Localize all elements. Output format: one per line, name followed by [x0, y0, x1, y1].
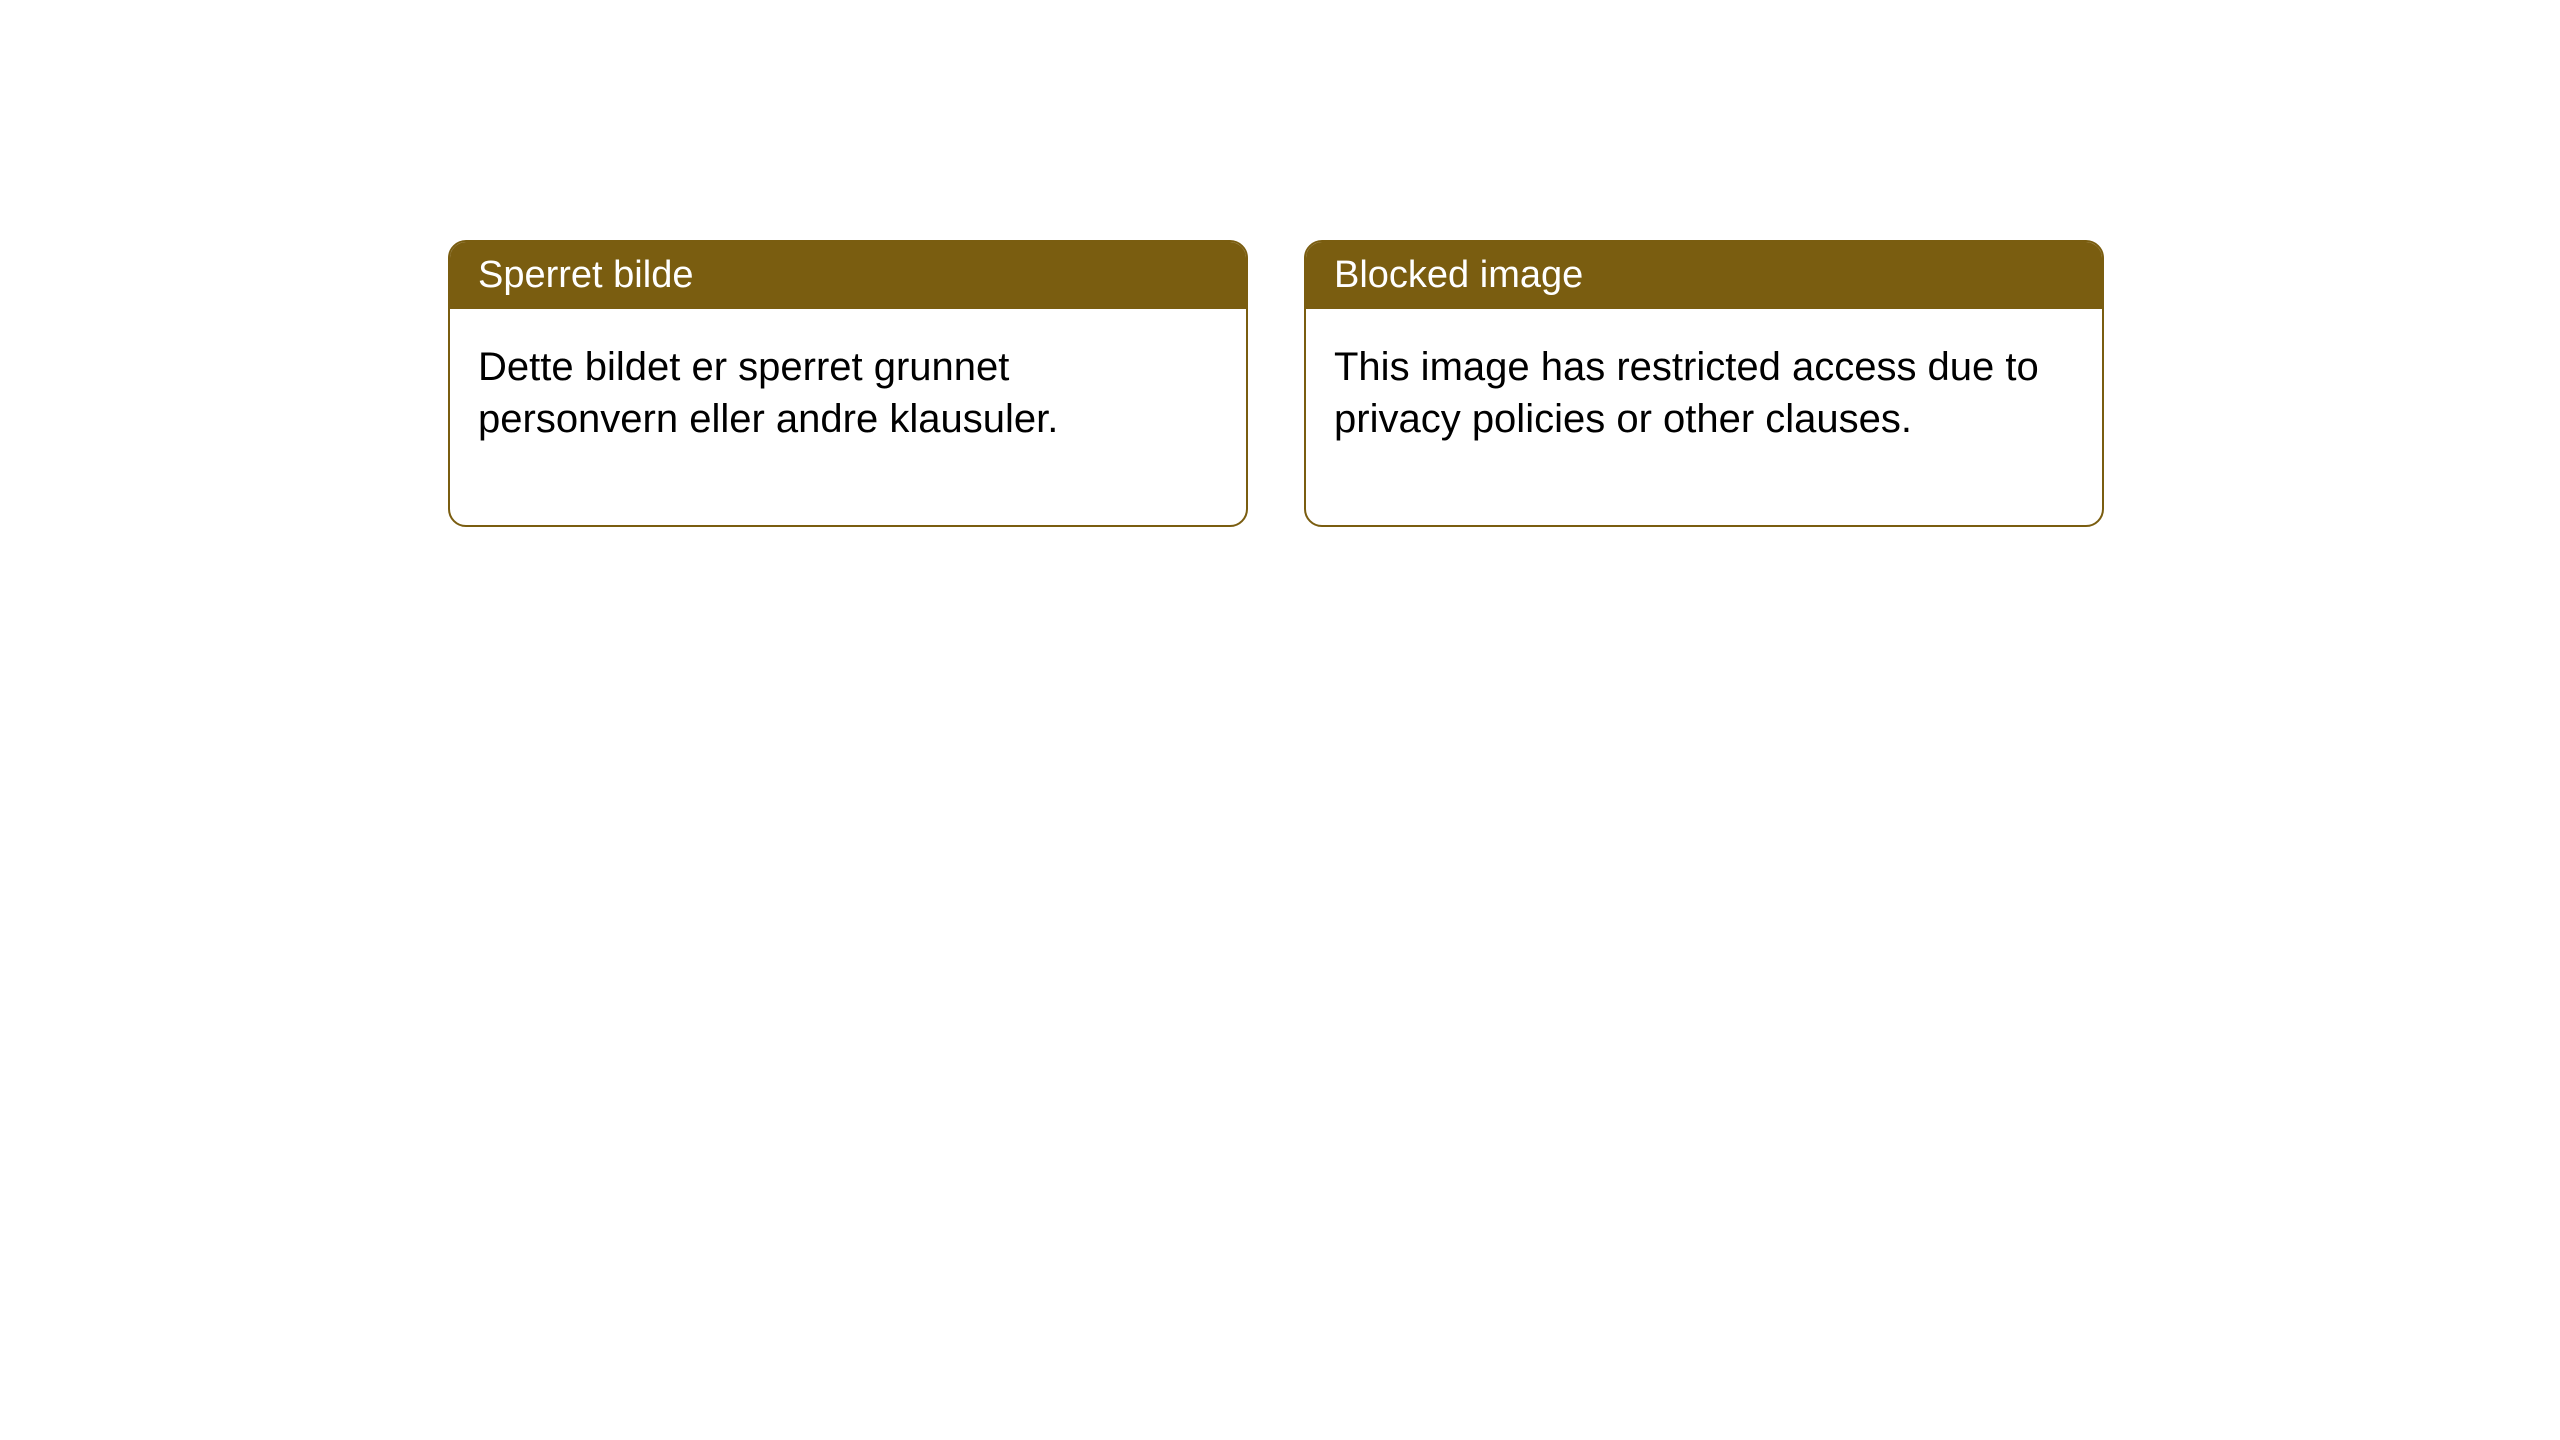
card-header-english: Blocked image: [1306, 242, 2102, 309]
blocked-image-notice-row: Sperret bilde Dette bildet er sperret gr…: [448, 240, 2560, 527]
blocked-image-card-norwegian: Sperret bilde Dette bildet er sperret gr…: [448, 240, 1248, 527]
card-header-norwegian: Sperret bilde: [450, 242, 1246, 309]
card-body-norwegian: Dette bildet er sperret grunnet personve…: [450, 309, 1246, 525]
card-body-english: This image has restricted access due to …: [1306, 309, 2102, 525]
blocked-image-card-english: Blocked image This image has restricted …: [1304, 240, 2104, 527]
